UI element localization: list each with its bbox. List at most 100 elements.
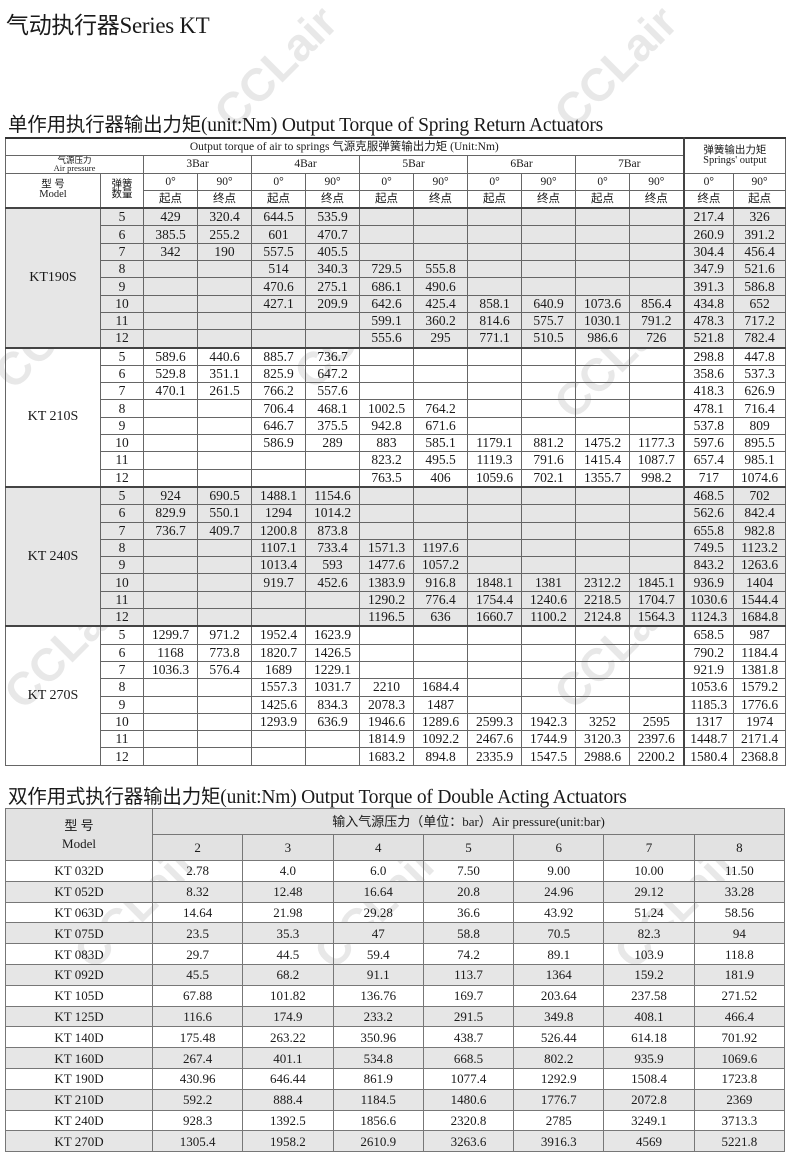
torque-value: 534.8 [332,1047,424,1069]
torque-value [197,277,252,296]
torque-value [467,643,522,662]
torque-value [413,660,468,680]
angle-0-header: 0° [251,172,306,191]
torque-value [521,364,576,384]
torque-value: 70.5 [513,922,605,945]
torque-value [359,242,414,262]
torque-value [305,329,360,349]
torque-value [628,625,685,645]
torque-value: 1154.6 [305,485,360,506]
air-pressure-header: 气源压力 Air pressure [5,155,144,174]
torque-value: 736.7 [305,346,360,366]
torque-value: 116.6 [151,1005,244,1028]
torque-value [467,485,522,506]
spring-output-0: 537.8 [682,416,735,436]
torque-value: 408.1 [603,1005,695,1028]
spring-output-0: 478.1 [682,399,735,418]
torque-value: 169.7 [422,984,515,1007]
air-pressure-en: Air pressure [53,163,96,174]
model-cell: KT 240S [5,485,101,627]
torque-value: 490.6 [413,277,468,296]
torque-value [197,399,252,418]
torque-value: 51.24 [603,901,695,924]
torque-value: 1069.6 [693,1047,786,1069]
torque-value: 1184.5 [332,1088,424,1111]
pressure-header: 6Bar [467,155,576,174]
table-row: 12 1196.5 636 1660.7 1100.2 2124.8 1564.3 1124.… [6,608,787,627]
torque-value: 10.00 [603,860,695,882]
end-point-header: 终点 [197,189,252,209]
torque-value: 776.4 [413,590,468,610]
model-cell: KT 083D [5,943,153,965]
torque-value: 1723.8 [693,1067,786,1090]
torque-value: 2599.3 [467,712,522,732]
torque-value [521,399,576,418]
torque-value [251,747,306,766]
spring-output-0: 260.9 [682,225,735,244]
torque-value [467,260,522,279]
torque-value [628,416,685,436]
table-row: KT 052D 8.32 12.48 16.64 20.8 24.96 29.12 33.28 [5,880,786,903]
torque-value [305,451,360,470]
torque-value: 1744.9 [521,730,576,749]
pressure-header: 7 [603,834,695,861]
torque-value: 1292.9 [513,1067,605,1090]
springs-cell: 8 [100,399,144,418]
torque-value: 690.5 [197,485,252,506]
torque-value [413,207,468,227]
torque-value: 58.56 [693,901,786,924]
torque-value [251,730,306,749]
torque-value [197,434,252,453]
model-cell: KT 270D [5,1130,153,1153]
torque-value [628,556,685,575]
torque-value: 59.4 [332,943,424,965]
torque-value: 2610.9 [332,1130,424,1153]
torque-value [467,346,522,366]
torque-value [359,207,414,227]
torque-value: 261.5 [197,382,252,401]
torque-value: 2078.3 [359,695,414,714]
torque-value: 916.8 [413,573,468,592]
table-row: 9 646.7 375.5 942.8 671.6 537.8 809 [6,416,787,436]
torque-value [251,468,306,488]
table-row: KT 092D 45.5 68.2 91.1 113.7 1364 159.2 181.9 [5,963,786,986]
torque-value [143,434,198,453]
torque-value: 20.8 [422,880,515,903]
torque-value [575,225,630,244]
start-point-header: 起点 [467,189,522,209]
spring-output-0: 921.9 [682,660,735,680]
springs-cell: 7 [100,382,144,401]
torque-value [521,207,576,227]
spring-output-90: 391.2 [733,225,787,244]
torque-value: 440.6 [197,346,252,366]
torque-value: 763.5 [359,468,414,488]
springs-cell: 12 [100,747,144,766]
torque-value: 601 [251,225,306,244]
springs-header: 弹簧 数量 [100,172,144,209]
table-row: KT 210S 5 589.6 440.6 885.7 736.7 298.8 447.8 [5,346,787,488]
table-row: 6 829.9 550.1 1294 1014.2 562.6 842.4 [6,504,787,523]
spring-output-0: 657.4 [682,451,735,470]
torque-value: 1100.2 [521,608,576,627]
spring-output-0: 717 [682,468,735,488]
torque-value [575,207,630,227]
torque-value: 67.88 [151,984,244,1007]
spring-output-0: 655.8 [682,521,735,540]
spring-output-0: 658.5 [682,625,735,645]
torque-value: 686.1 [359,277,414,296]
springs-cell: 8 [100,260,144,279]
torque-value [467,678,522,697]
torque-value: 1119.3 [467,451,522,470]
spring-output-0: 936.9 [682,573,735,592]
torque-value: 438.7 [422,1026,515,1049]
torque-value [359,504,414,523]
torque-value: 1092.2 [413,730,468,749]
model-header-zh: 型 号 [41,179,65,191]
torque-value: 1425.6 [251,695,306,714]
spring-output-0: 562.6 [682,504,735,523]
torque-value: 409.7 [197,521,252,540]
torque-value: 44.5 [242,943,334,965]
table-row: KT 125D 116.6 174.9 233.2 291.5 349.8 408.1 466… [5,1005,786,1028]
springs-cell: 6 [100,364,144,384]
spring-output-0: 217.4 [682,207,735,227]
